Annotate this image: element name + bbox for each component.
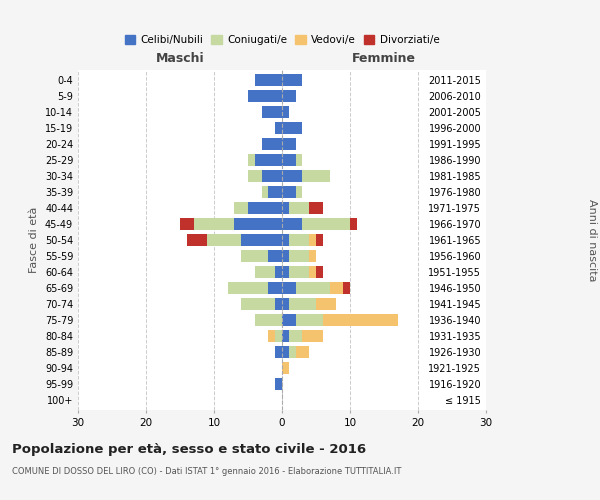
Bar bbox=[282, 202, 289, 214]
Bar bbox=[268, 250, 282, 262]
Bar bbox=[255, 154, 282, 166]
Bar bbox=[241, 298, 275, 310]
Bar bbox=[282, 218, 302, 230]
Bar bbox=[268, 282, 282, 294]
Bar bbox=[207, 234, 241, 246]
Bar bbox=[275, 298, 282, 310]
Bar bbox=[296, 346, 309, 358]
Bar bbox=[282, 170, 302, 182]
Bar bbox=[282, 298, 289, 310]
Bar bbox=[275, 378, 282, 390]
Bar bbox=[235, 218, 282, 230]
Bar bbox=[282, 74, 302, 86]
Bar bbox=[316, 298, 337, 310]
Bar bbox=[282, 330, 289, 342]
Bar bbox=[289, 202, 309, 214]
Bar bbox=[289, 266, 309, 278]
Bar bbox=[296, 314, 323, 326]
Bar bbox=[275, 122, 282, 134]
Bar bbox=[289, 234, 309, 246]
Bar bbox=[268, 330, 275, 342]
Legend: Celibi/Nubili, Coniugati/e, Vedovi/e, Divorziati/e: Celibi/Nubili, Coniugati/e, Vedovi/e, Di… bbox=[121, 31, 443, 50]
Bar bbox=[296, 154, 302, 166]
Bar bbox=[282, 186, 296, 198]
Bar bbox=[262, 106, 282, 118]
Bar bbox=[289, 250, 309, 262]
Bar bbox=[289, 298, 316, 310]
Bar bbox=[302, 330, 323, 342]
Bar bbox=[296, 186, 302, 198]
Bar bbox=[343, 282, 350, 294]
Bar bbox=[316, 266, 323, 278]
Bar bbox=[241, 250, 268, 262]
Bar bbox=[248, 170, 262, 182]
Bar bbox=[282, 138, 296, 150]
Bar bbox=[275, 330, 282, 342]
Bar bbox=[323, 314, 398, 326]
Bar bbox=[194, 218, 235, 230]
Bar bbox=[187, 234, 207, 246]
Bar bbox=[241, 234, 282, 246]
Bar bbox=[227, 282, 268, 294]
Bar bbox=[248, 202, 282, 214]
Text: Femmine: Femmine bbox=[352, 52, 416, 65]
Text: Popolazione per età, sesso e stato civile - 2016: Popolazione per età, sesso e stato civil… bbox=[12, 442, 366, 456]
Text: COMUNE DI DOSSO DEL LIRO (CO) - Dati ISTAT 1° gennaio 2016 - Elaborazione TUTTIT: COMUNE DI DOSSO DEL LIRO (CO) - Dati IST… bbox=[12, 468, 401, 476]
Bar bbox=[255, 314, 282, 326]
Bar bbox=[309, 250, 316, 262]
Bar bbox=[282, 250, 289, 262]
Bar bbox=[316, 234, 323, 246]
Bar bbox=[180, 218, 194, 230]
Y-axis label: Fasce di età: Fasce di età bbox=[29, 207, 39, 273]
Bar bbox=[289, 346, 296, 358]
Bar bbox=[309, 202, 323, 214]
Bar bbox=[282, 314, 296, 326]
Bar bbox=[296, 282, 329, 294]
Bar bbox=[282, 234, 289, 246]
Bar bbox=[289, 330, 302, 342]
Bar bbox=[282, 362, 289, 374]
Bar bbox=[262, 138, 282, 150]
Bar bbox=[309, 234, 316, 246]
Bar bbox=[235, 202, 248, 214]
Bar bbox=[275, 266, 282, 278]
Bar bbox=[282, 282, 296, 294]
Text: Maschi: Maschi bbox=[155, 52, 205, 65]
Bar bbox=[262, 186, 268, 198]
Bar bbox=[302, 218, 350, 230]
Bar bbox=[255, 74, 282, 86]
Bar bbox=[302, 170, 329, 182]
Bar bbox=[282, 122, 302, 134]
Bar bbox=[282, 346, 289, 358]
Bar bbox=[329, 282, 343, 294]
Bar bbox=[248, 90, 282, 102]
Bar bbox=[248, 154, 255, 166]
Bar bbox=[282, 154, 296, 166]
Text: Anni di nascita: Anni di nascita bbox=[587, 198, 597, 281]
Bar bbox=[255, 266, 275, 278]
Bar bbox=[282, 90, 296, 102]
Bar bbox=[275, 346, 282, 358]
Bar bbox=[350, 218, 357, 230]
Bar bbox=[262, 170, 282, 182]
Bar bbox=[282, 106, 289, 118]
Bar bbox=[268, 186, 282, 198]
Bar bbox=[282, 266, 289, 278]
Bar bbox=[309, 266, 316, 278]
